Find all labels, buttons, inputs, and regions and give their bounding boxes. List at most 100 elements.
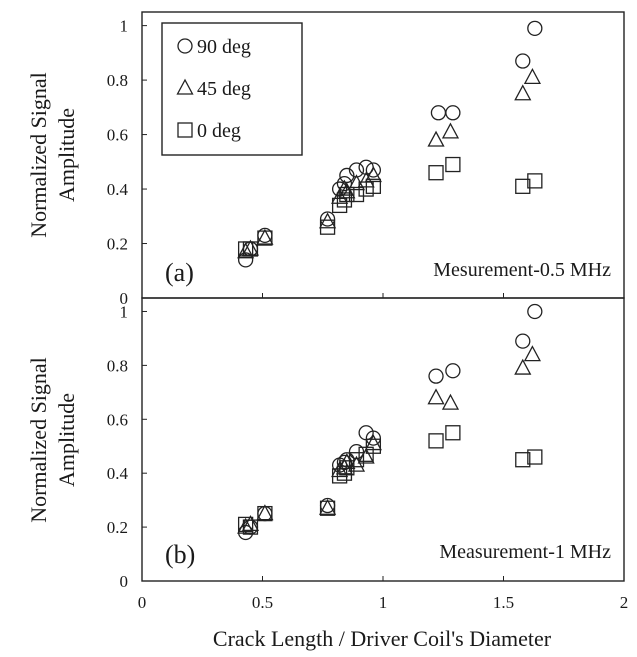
legend-label: 0 deg xyxy=(197,120,241,142)
data-point-circle xyxy=(430,105,447,121)
data-point-square xyxy=(445,156,461,173)
panel-b-label: (b) xyxy=(165,540,195,569)
data-point-circle xyxy=(527,303,543,320)
data-point-circle xyxy=(515,53,531,69)
data-point-square xyxy=(348,186,365,203)
data-point-square xyxy=(242,241,259,257)
panel-a: 0 0.2 0.4 0.6 0.8 1 Normalized Signal Amplitu… xyxy=(26,11,625,308)
data-point-square xyxy=(339,186,355,203)
data-point-square xyxy=(348,452,365,468)
data-point-circle xyxy=(365,162,382,178)
data-point-circle xyxy=(336,175,353,192)
data-point-square xyxy=(365,178,382,194)
data-point-triangle xyxy=(523,67,542,85)
data-point-circle xyxy=(445,363,461,379)
panel-a-ylabel-line1: Normalized Signal xyxy=(26,72,51,238)
x-tick-label: 2 xyxy=(620,593,629,612)
data-point-triangle xyxy=(256,228,274,245)
x-axis-ticks: 0 0.5 1 1.5 2 xyxy=(138,293,629,612)
data-point-triangle xyxy=(441,393,460,410)
data-point-circle xyxy=(319,211,336,227)
panel-b-y-ticks: 0 0.2 0.4 0.6 0.8 1 xyxy=(107,302,147,591)
data-point-square xyxy=(339,460,355,476)
legend-circle-icon xyxy=(177,38,193,54)
data-point-square xyxy=(257,505,273,522)
y-tick-label: 0 xyxy=(120,572,129,591)
data-point-triangle xyxy=(514,84,532,101)
data-point-triangle xyxy=(318,498,337,515)
data-point-circle xyxy=(237,252,254,268)
data-point-triangle xyxy=(237,242,255,259)
data-point-triangle xyxy=(427,388,445,405)
panel-a-ylabel-line2: Amplitude xyxy=(54,108,79,202)
data-point-circle xyxy=(348,443,365,460)
data-point-triangle xyxy=(441,122,460,139)
legend-triangle-icon xyxy=(176,78,194,95)
data-point-square xyxy=(527,449,543,465)
data-point-triangle xyxy=(523,345,542,362)
data-point-square xyxy=(237,516,254,533)
x-tick-label: 1.5 xyxy=(493,593,514,612)
data-point-square xyxy=(428,433,444,449)
data-point-circle xyxy=(445,105,461,121)
data-point-triangle xyxy=(357,447,375,464)
panel-a-caption: Mesurement-0.5 MHz xyxy=(433,259,611,281)
data-point-triangle xyxy=(331,187,349,204)
panel-b-ylabel-line1: Normalized Signal xyxy=(26,357,51,523)
y-tick-label: 0.2 xyxy=(107,518,128,537)
data-point-triangle xyxy=(347,455,366,472)
panel-a-label: (a) xyxy=(165,258,194,287)
data-point-square xyxy=(445,425,461,441)
data-point-square xyxy=(319,500,336,516)
data-point-square xyxy=(336,192,353,208)
y-tick-label: 1 xyxy=(120,17,129,36)
y-tick-label: 0.8 xyxy=(107,356,128,375)
panel-a-markers xyxy=(237,20,543,268)
data-point-circle xyxy=(515,333,531,349)
data-point-triangle xyxy=(427,130,445,147)
y-tick-label: 0.2 xyxy=(107,235,128,254)
y-tick-label: 0.6 xyxy=(107,410,128,429)
data-point-triangle xyxy=(514,358,532,375)
data-point-square xyxy=(336,465,353,481)
y-tick-label: 0.8 xyxy=(107,71,128,90)
data-point-square xyxy=(365,438,382,454)
panel-b-frame xyxy=(141,297,625,582)
x-tick-label: 1 xyxy=(379,593,388,612)
data-point-triangle xyxy=(241,515,260,532)
x-tick-label: 0 xyxy=(138,593,147,612)
panel-b-markers xyxy=(237,303,543,541)
legend-box xyxy=(161,22,303,156)
legend-label: 45 deg xyxy=(197,78,251,100)
data-point-square xyxy=(242,519,259,535)
data-point-triangle xyxy=(241,239,260,256)
data-point-circle xyxy=(428,368,444,384)
data-point-triangle xyxy=(237,517,255,534)
legend-square-icon xyxy=(177,122,193,138)
panel-b-caption: Measurement-1 MHz xyxy=(439,541,611,563)
data-point-triangle xyxy=(256,504,274,521)
data-point-circle xyxy=(527,20,543,36)
y-tick-label: 0 xyxy=(120,289,129,308)
legend-entries: 90 deg 45 deg 0 deg xyxy=(176,36,251,142)
data-point-square xyxy=(527,173,543,189)
y-tick-label: 1 xyxy=(120,302,129,321)
data-point-circle xyxy=(348,162,365,178)
panel-b: 0 0.2 0.4 0.6 0.8 1 Normalized Signal Amplitu… xyxy=(26,297,625,591)
data-point-square xyxy=(257,230,273,246)
panel-a-y-ticks: 0 0.2 0.4 0.6 0.8 1 xyxy=(107,17,147,308)
data-point-square xyxy=(515,178,531,194)
x-axis-title: Crack Length / Driver Coil's Diameter xyxy=(213,626,552,651)
x-tick-label: 0.5 xyxy=(252,593,273,612)
y-tick-label: 0.4 xyxy=(107,180,129,199)
legend: 90 deg 45 deg 0 deg xyxy=(161,22,303,156)
legend-label: 90 deg xyxy=(197,36,251,58)
data-point-circle xyxy=(365,430,382,446)
panel-b-ylabel-line2: Amplitude xyxy=(54,393,79,487)
y-tick-label: 0.6 xyxy=(107,126,128,145)
data-point-square xyxy=(428,165,444,181)
data-point-square xyxy=(515,452,531,468)
data-point-square xyxy=(319,219,336,235)
y-tick-label: 0.4 xyxy=(107,464,129,483)
